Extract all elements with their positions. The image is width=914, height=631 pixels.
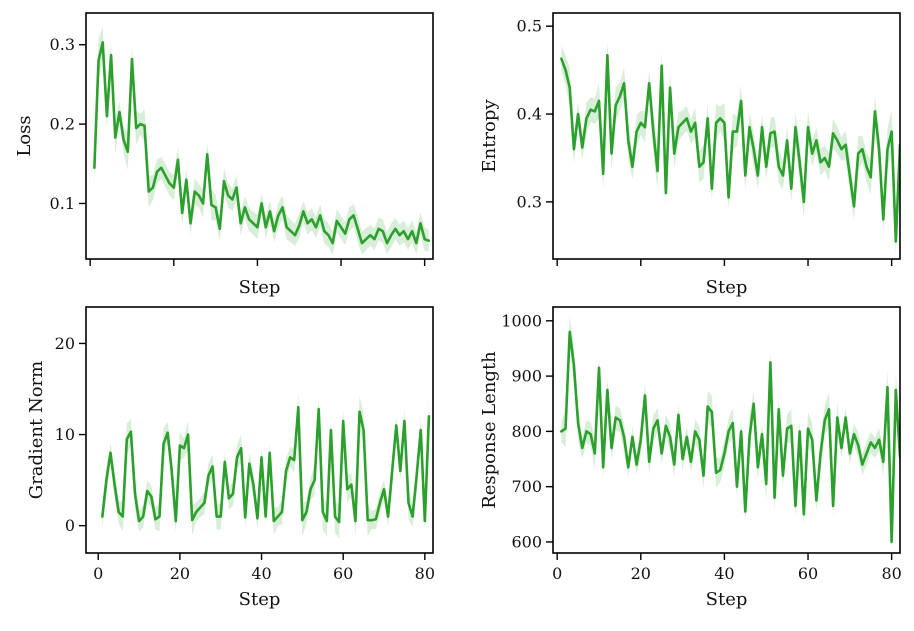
panel-response-length: 0 20 40 60 80 600 700 800 900 1000 Step Response Le… — [479, 306, 902, 610]
gradient-norm-axes-frame — [85, 306, 434, 554]
entropy-xlabel: Step — [706, 277, 748, 298]
gradient-norm-xtick-label: 40 — [251, 564, 271, 583]
response-length-xtick-label: 40 — [714, 564, 734, 583]
gradient-norm-xtick-label: 0 — [93, 564, 103, 583]
gradient-norm-confidence-band — [102, 393, 429, 539]
loss-xlabel: Step — [239, 277, 281, 298]
panel-gradient-norm: 0 20 40 60 80 0 10 20 Step Gradient Norm — [26, 306, 435, 610]
response-length-xlabel: Step — [706, 589, 748, 610]
response-length-ylabel: Response Length — [479, 351, 500, 509]
loss-ylabel: Loss — [14, 115, 35, 156]
response-length-ytick-label: 600 — [511, 532, 542, 551]
entropy-ytick-label: 0.4 — [517, 105, 542, 124]
response-length-ytick-label: 900 — [511, 367, 542, 386]
response-length-xtick-label: 80 — [881, 564, 901, 583]
gradient-norm-ytick-label: 0 — [65, 516, 75, 535]
response-length-series-line — [560, 330, 900, 544]
response-length-ytick-label: 800 — [511, 422, 542, 441]
panel-entropy: 0.3 0.4 0.5 Step Entropy — [479, 12, 901, 298]
loss-ytick-label: 0.1 — [50, 194, 75, 213]
entropy-axes-frame — [552, 12, 901, 260]
gradient-norm-xtick-label: 60 — [333, 564, 353, 583]
panel-loss: 0.1 0.2 0.3 Step Loss — [14, 12, 434, 298]
gradient-norm-ytick-label: 20 — [55, 334, 75, 353]
gradient-norm-ytick-label: 10 — [55, 425, 75, 444]
loss-axes-frame — [85, 12, 434, 260]
response-length-xtick-label: 0 — [552, 564, 562, 583]
response-length-axes-frame — [552, 306, 901, 554]
response-length-ytick-label: 700 — [511, 477, 542, 496]
entropy-series-line — [560, 53, 900, 243]
gradient-norm-xtick-label: 20 — [170, 564, 190, 583]
gradient-norm-xtick-label: 80 — [415, 564, 435, 583]
loss-ytick-label: 0.2 — [50, 115, 75, 134]
response-length-xtick-label: 60 — [798, 564, 818, 583]
loss-ytick-label: 0.3 — [50, 35, 75, 54]
response-length-xtick-label: 20 — [631, 564, 651, 583]
entropy-ytick-label: 0.5 — [517, 17, 542, 36]
entropy-ylabel: Entropy — [479, 99, 500, 173]
gradient-norm-series-line — [101, 405, 431, 524]
gradient-norm-ylabel: Gradient Norm — [26, 361, 47, 499]
entropy-ytick-label: 0.3 — [517, 192, 542, 211]
gradient-norm-xlabel: Step — [239, 589, 281, 610]
response-length-ytick-label: 1000 — [501, 311, 542, 330]
loss-series-line — [93, 41, 431, 245]
